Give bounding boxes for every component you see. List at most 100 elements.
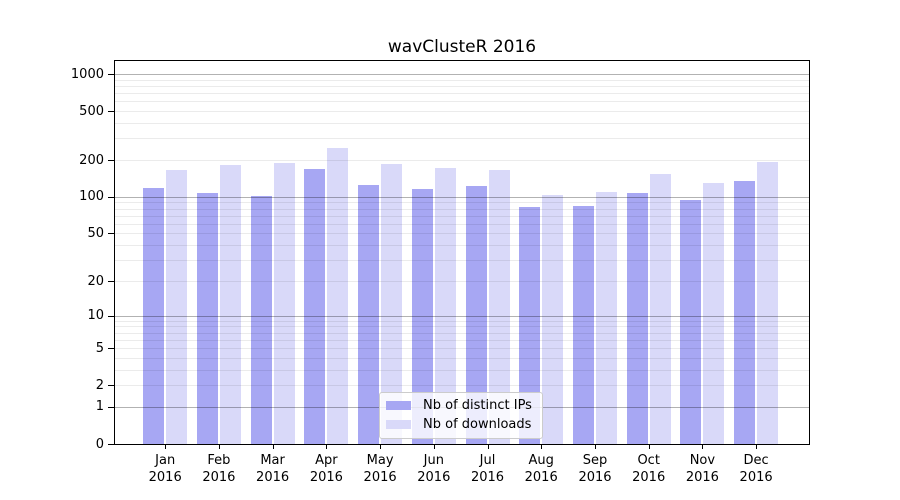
y-tick-mark <box>108 233 114 234</box>
y-tick-mark <box>108 444 114 445</box>
gridline-minor <box>115 326 809 327</box>
gridline-minor <box>115 340 809 341</box>
bar-downloads <box>649 174 671 444</box>
x-tick-label: Dec 2016 <box>739 453 773 485</box>
bar-downloads <box>273 162 295 444</box>
x-tick-mark <box>273 445 274 449</box>
x-tick-label: Aug 2016 <box>524 453 558 485</box>
legend-item-ips: Nb of distinct IPs <box>386 398 532 413</box>
chart-title: wavClusteR 2016 <box>387 37 537 57</box>
y-tick-label: 20 <box>87 273 104 289</box>
bar-downloads <box>219 164 241 444</box>
gridline-minor <box>115 138 809 139</box>
x-tick-mark <box>756 445 757 449</box>
gridline-minor <box>115 385 809 386</box>
bar-ips <box>680 200 702 444</box>
y-tick-mark <box>108 160 114 161</box>
y-tick-label: 10 <box>87 308 104 324</box>
y-tick-label: 1000 <box>70 66 104 82</box>
bar-downloads <box>327 147 349 444</box>
gridline-minor <box>115 216 809 217</box>
x-tick-mark <box>219 445 220 449</box>
bar-downloads <box>596 192 617 444</box>
gridline-minor <box>115 348 809 349</box>
gridline-minor <box>115 160 809 161</box>
y-tick-label: 5 <box>95 340 104 356</box>
bar-ips <box>519 206 541 444</box>
gridline-major <box>115 74 809 75</box>
gridline-minor <box>115 281 809 282</box>
x-tick-label: Apr 2016 <box>309 453 343 485</box>
y-tick-mark <box>108 74 114 75</box>
y-tick-mark <box>108 281 114 282</box>
y-tick-mark <box>108 316 114 317</box>
x-tick-label: Feb 2016 <box>202 453 236 485</box>
x-tick-mark <box>488 445 489 449</box>
x-tick-label: Oct 2016 <box>632 453 666 485</box>
gridline-minor <box>115 370 809 371</box>
x-tick-label: Mar 2016 <box>256 453 290 485</box>
gridline-minor <box>115 333 809 334</box>
gridline-minor <box>115 233 809 234</box>
bar-downloads <box>166 169 188 444</box>
bar-ips <box>196 193 218 444</box>
gridline-minor <box>115 224 809 225</box>
x-tick-mark <box>541 445 542 449</box>
ips-color-swatch <box>386 401 411 410</box>
y-tick-mark <box>108 111 114 112</box>
gridline-minor <box>115 101 809 102</box>
bar-ips <box>358 184 380 444</box>
bar-downloads <box>757 161 779 444</box>
bar-ips <box>143 187 165 444</box>
x-tick-mark <box>165 445 166 449</box>
x-tick-mark <box>434 445 435 449</box>
y-tick-label: 100 <box>79 189 104 205</box>
bar-downloads <box>703 182 725 444</box>
bar-downloads <box>381 163 403 444</box>
downloads-color-swatch <box>386 420 411 429</box>
gridline-minor <box>115 245 809 246</box>
y-tick-label: 2 <box>95 377 104 393</box>
y-tick-label: 50 <box>87 226 104 241</box>
legend-label-downloads: Nb of downloads <box>423 417 532 432</box>
gridline-minor <box>115 123 809 124</box>
bar-downloads <box>434 167 456 444</box>
x-tick-label: May 2016 <box>363 453 397 485</box>
legend-label-ips: Nb of distinct IPs <box>423 398 532 413</box>
y-tick-mark <box>108 197 114 198</box>
x-tick-mark <box>595 445 596 449</box>
y-tick-label: 0 <box>95 436 104 452</box>
x-tick-mark <box>649 445 650 449</box>
y-tick-label: 1 <box>95 399 104 415</box>
y-tick-mark <box>108 407 114 408</box>
gridline-minor <box>115 202 809 203</box>
bar-ips <box>626 192 648 444</box>
y-tick-mark <box>108 348 114 349</box>
gridline-major <box>115 197 809 198</box>
gridline-minor <box>115 260 809 261</box>
gridline-minor <box>115 93 809 94</box>
gridline-minor <box>115 358 809 359</box>
bar-downloads <box>542 194 564 444</box>
bar-ips <box>250 196 272 444</box>
gridline-major <box>115 316 809 317</box>
bar-downloads <box>488 169 510 444</box>
x-tick-label: Jun 2016 <box>417 453 451 485</box>
x-tick-label: Jul 2016 <box>470 453 505 485</box>
gridline-minor <box>115 111 809 112</box>
x-tick-mark <box>702 445 703 449</box>
y-tick-label: 500 <box>79 103 104 119</box>
bar-ips <box>465 185 487 444</box>
y-tick-label: 200 <box>79 152 104 168</box>
bar-ips <box>734 180 756 444</box>
gridline-minor <box>115 209 809 210</box>
gridline-minor <box>115 86 809 87</box>
x-tick-label: Jan 2016 <box>148 453 182 485</box>
bar-ips <box>411 188 433 444</box>
x-tick-mark <box>380 445 381 449</box>
x-tick-label: Sep 2016 <box>578 453 612 485</box>
legend: Nb of distinct IPs Nb of downloads <box>379 392 543 439</box>
bar-ips <box>573 206 594 444</box>
x-tick-label: Nov 2016 <box>685 453 719 485</box>
